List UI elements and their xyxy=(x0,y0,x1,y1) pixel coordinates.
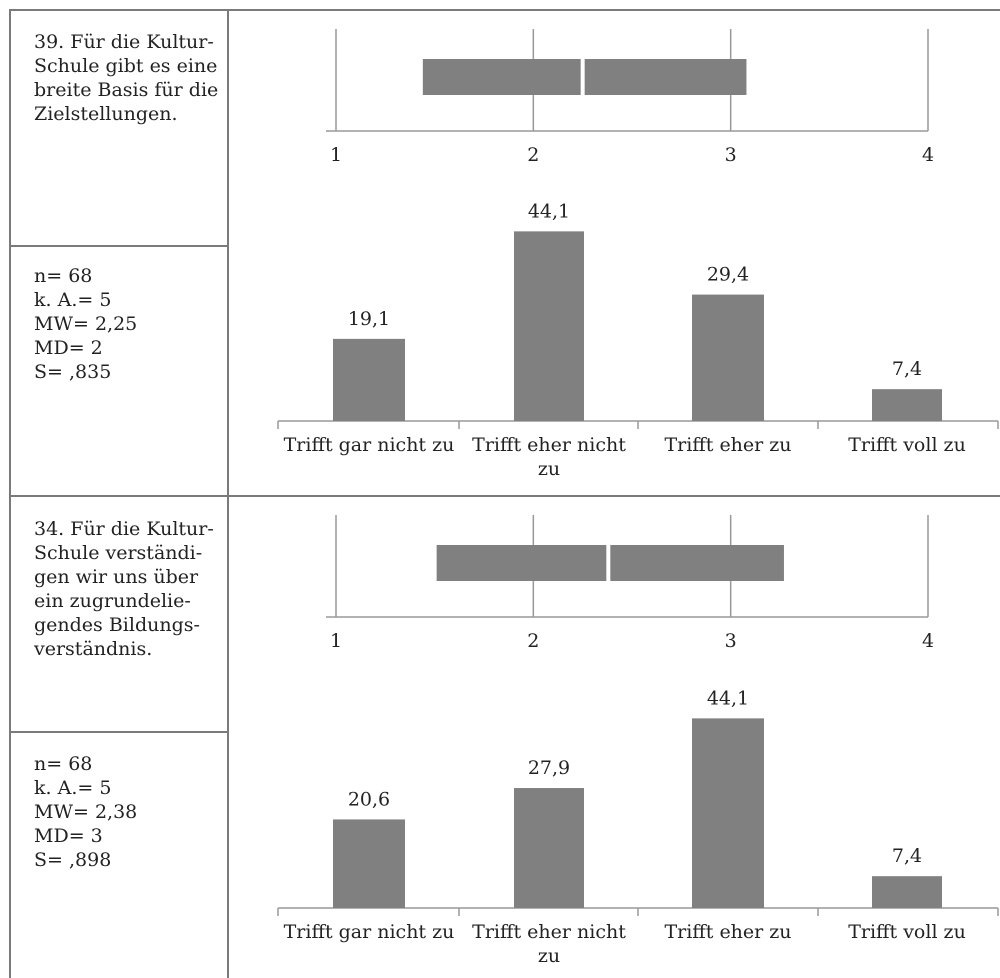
question-line: 39. Für die Kultur- xyxy=(34,31,214,53)
row-separator-q1 xyxy=(9,245,228,247)
box-axis-tick-label: 3 xyxy=(725,144,737,166)
bar-category-label: Trifft gar nicht zu xyxy=(284,434,455,456)
box-upper-segment xyxy=(608,545,784,581)
table-border-divider xyxy=(227,9,229,978)
bar xyxy=(872,389,942,421)
stat-no-answer: k. A.= 5 xyxy=(34,289,112,311)
question-text-q2: 34. Für die Kultur- Schule verständi- ge… xyxy=(34,517,224,661)
stat-n: n= 68 xyxy=(34,265,93,287)
bar-value-label: 27,9 xyxy=(528,757,570,779)
bar-value-label: 44,1 xyxy=(528,200,570,222)
bar-category-label: zu xyxy=(538,945,560,967)
box-axis-tick-label: 4 xyxy=(922,630,934,652)
stats-q1: n= 68 k. A.= 5 MW= 2,25 MD= 2 S= ,835 xyxy=(34,264,224,384)
question-line: gendes Bildungs- xyxy=(34,614,200,636)
bar-value-label: 7,4 xyxy=(892,845,922,867)
bar-category-label: Trifft eher nicht xyxy=(472,921,626,943)
stats-q2: n= 68 k. A.= 5 MW= 2,38 MD= 3 S= ,898 xyxy=(34,752,224,872)
bar-value-label: 44,1 xyxy=(707,687,749,709)
box-axis-tick-label: 2 xyxy=(527,630,539,652)
bar xyxy=(514,788,584,908)
bar-category-label: Trifft eher nicht xyxy=(472,434,626,456)
question-line: verständnis. xyxy=(34,638,153,660)
stat-sd: S= ,835 xyxy=(34,361,112,383)
box-lower-segment xyxy=(436,545,609,581)
box-axis-tick-label: 4 xyxy=(922,144,934,166)
question-line: Schule verständi- xyxy=(34,542,203,564)
box-axis-tick-label: 2 xyxy=(527,144,539,166)
table-border-left xyxy=(9,9,11,978)
bar-category-label: Trifft voll zu xyxy=(848,434,966,456)
table-border-top xyxy=(9,9,1000,11)
bar-category-label: Trifft gar nicht zu xyxy=(284,921,455,943)
question-line: Schule gibt es eine xyxy=(34,55,218,77)
bar-value-label: 20,6 xyxy=(348,788,390,810)
bar xyxy=(872,876,942,908)
bar xyxy=(333,819,405,908)
box-axis-tick-label: 1 xyxy=(330,144,342,166)
bar xyxy=(692,718,764,908)
row-separator-middle xyxy=(9,495,1000,497)
question-line: 34. Für die Kultur- xyxy=(34,518,214,540)
question-line: ein zugrundelie- xyxy=(34,590,191,612)
stat-n: n= 68 xyxy=(34,753,93,775)
bar-category-label: zu xyxy=(538,458,560,480)
bar-category-label: Trifft eher zu xyxy=(664,921,791,943)
box-lower-segment xyxy=(422,59,583,95)
row-separator-q2 xyxy=(9,731,228,733)
question-line: Zielstellungen. xyxy=(34,103,178,125)
bar xyxy=(692,294,764,421)
stat-no-answer: k. A.= 5 xyxy=(34,777,112,799)
stat-median: MD= 2 xyxy=(34,337,103,359)
box-upper-segment xyxy=(582,59,747,95)
question-line: breite Basis für die xyxy=(34,79,219,101)
question-text-q1: 39. Für die Kultur- Schule gibt es eine … xyxy=(34,30,224,126)
stat-median: MD= 3 xyxy=(34,825,103,847)
bar xyxy=(514,231,584,421)
box-axis-tick-label: 3 xyxy=(725,630,737,652)
bar-category-label: Trifft eher zu xyxy=(664,434,791,456)
bar-value-label: 7,4 xyxy=(892,358,922,380)
stat-mean: MW= 2,38 xyxy=(34,801,138,823)
question-line: gen wir uns über xyxy=(34,566,199,588)
bar-value-label: 29,4 xyxy=(707,264,749,286)
box-axis-tick-label: 1 xyxy=(330,630,342,652)
bar xyxy=(333,338,405,421)
stat-mean: MW= 2,25 xyxy=(34,313,138,335)
bar-category-label: Trifft voll zu xyxy=(848,921,966,943)
stat-sd: S= ,898 xyxy=(34,849,112,871)
bar-value-label: 19,1 xyxy=(348,308,390,330)
